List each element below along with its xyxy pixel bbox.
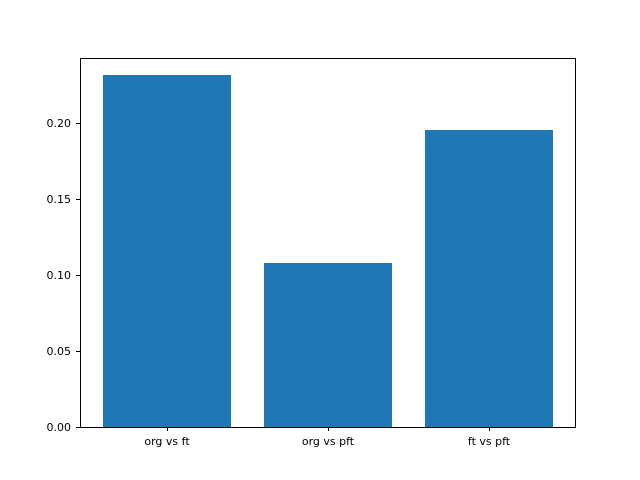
y-tick-label: 0.05 bbox=[46, 344, 72, 358]
x-tick-label: org vs pft bbox=[301, 434, 355, 448]
bar-ft-vs-pft bbox=[424, 129, 554, 428]
bar-org-vs-pft bbox=[263, 263, 393, 428]
y-tick-label: 0.20 bbox=[46, 117, 72, 131]
x-tick-mark bbox=[488, 427, 490, 432]
y-tick-mark bbox=[76, 426, 80, 428]
y-tick-label: 0.00 bbox=[46, 420, 72, 434]
y-tick-label: 0.15 bbox=[46, 193, 72, 207]
bar-org-vs-ft bbox=[102, 75, 232, 428]
y-tick-mark bbox=[76, 123, 80, 125]
y-tick-label: 0.10 bbox=[46, 269, 72, 282]
y-tick-mark bbox=[76, 199, 80, 201]
y-tick-mark bbox=[76, 350, 80, 352]
x-tick-mark bbox=[166, 427, 168, 432]
x-tick-label: ft vs pft bbox=[467, 434, 511, 448]
x-tick-mark bbox=[327, 427, 329, 432]
y-tick-mark bbox=[76, 275, 80, 276]
x-tick-label: org vs ft bbox=[144, 434, 190, 448]
